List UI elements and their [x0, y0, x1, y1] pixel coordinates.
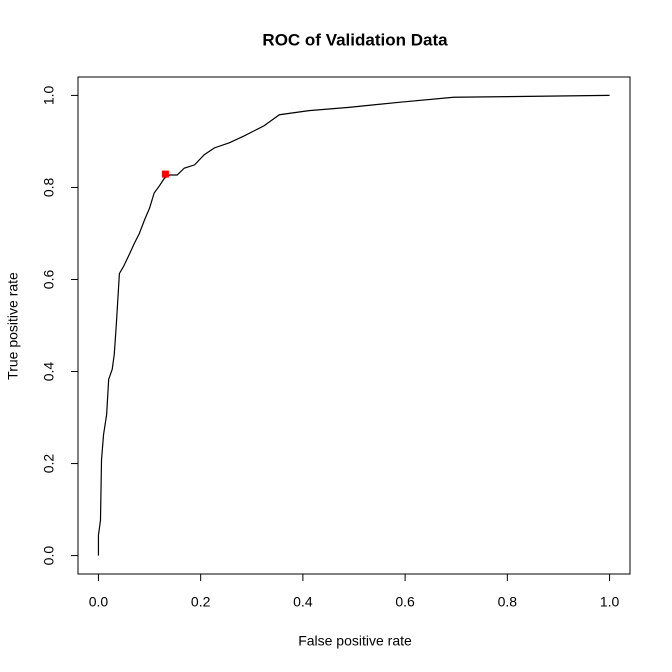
x-tick-label: 0.0 [89, 594, 109, 610]
y-tick-label: 0.2 [41, 454, 57, 474]
x-tick-label: 1.0 [600, 594, 620, 610]
y-tick-label: 0.6 [41, 270, 57, 290]
x-tick-label: 0.6 [395, 594, 415, 610]
x-tick-label: 0.2 [191, 594, 211, 610]
y-tick-label: 0.0 [41, 546, 57, 566]
y-tick-label: 0.4 [41, 362, 57, 382]
x-axis-label: False positive rate [298, 633, 412, 649]
x-tick-label: 0.4 [293, 594, 313, 610]
optimal-point [161, 170, 169, 178]
y-axis-label: True positive rate [5, 272, 21, 380]
chart-title: ROC of Validation Data [262, 30, 448, 49]
roc-curve [97, 94, 610, 556]
x-tick-label: 0.8 [498, 594, 518, 610]
y-tick-label: 0.8 [41, 178, 57, 198]
y-tick-label: 1.0 [41, 85, 57, 105]
